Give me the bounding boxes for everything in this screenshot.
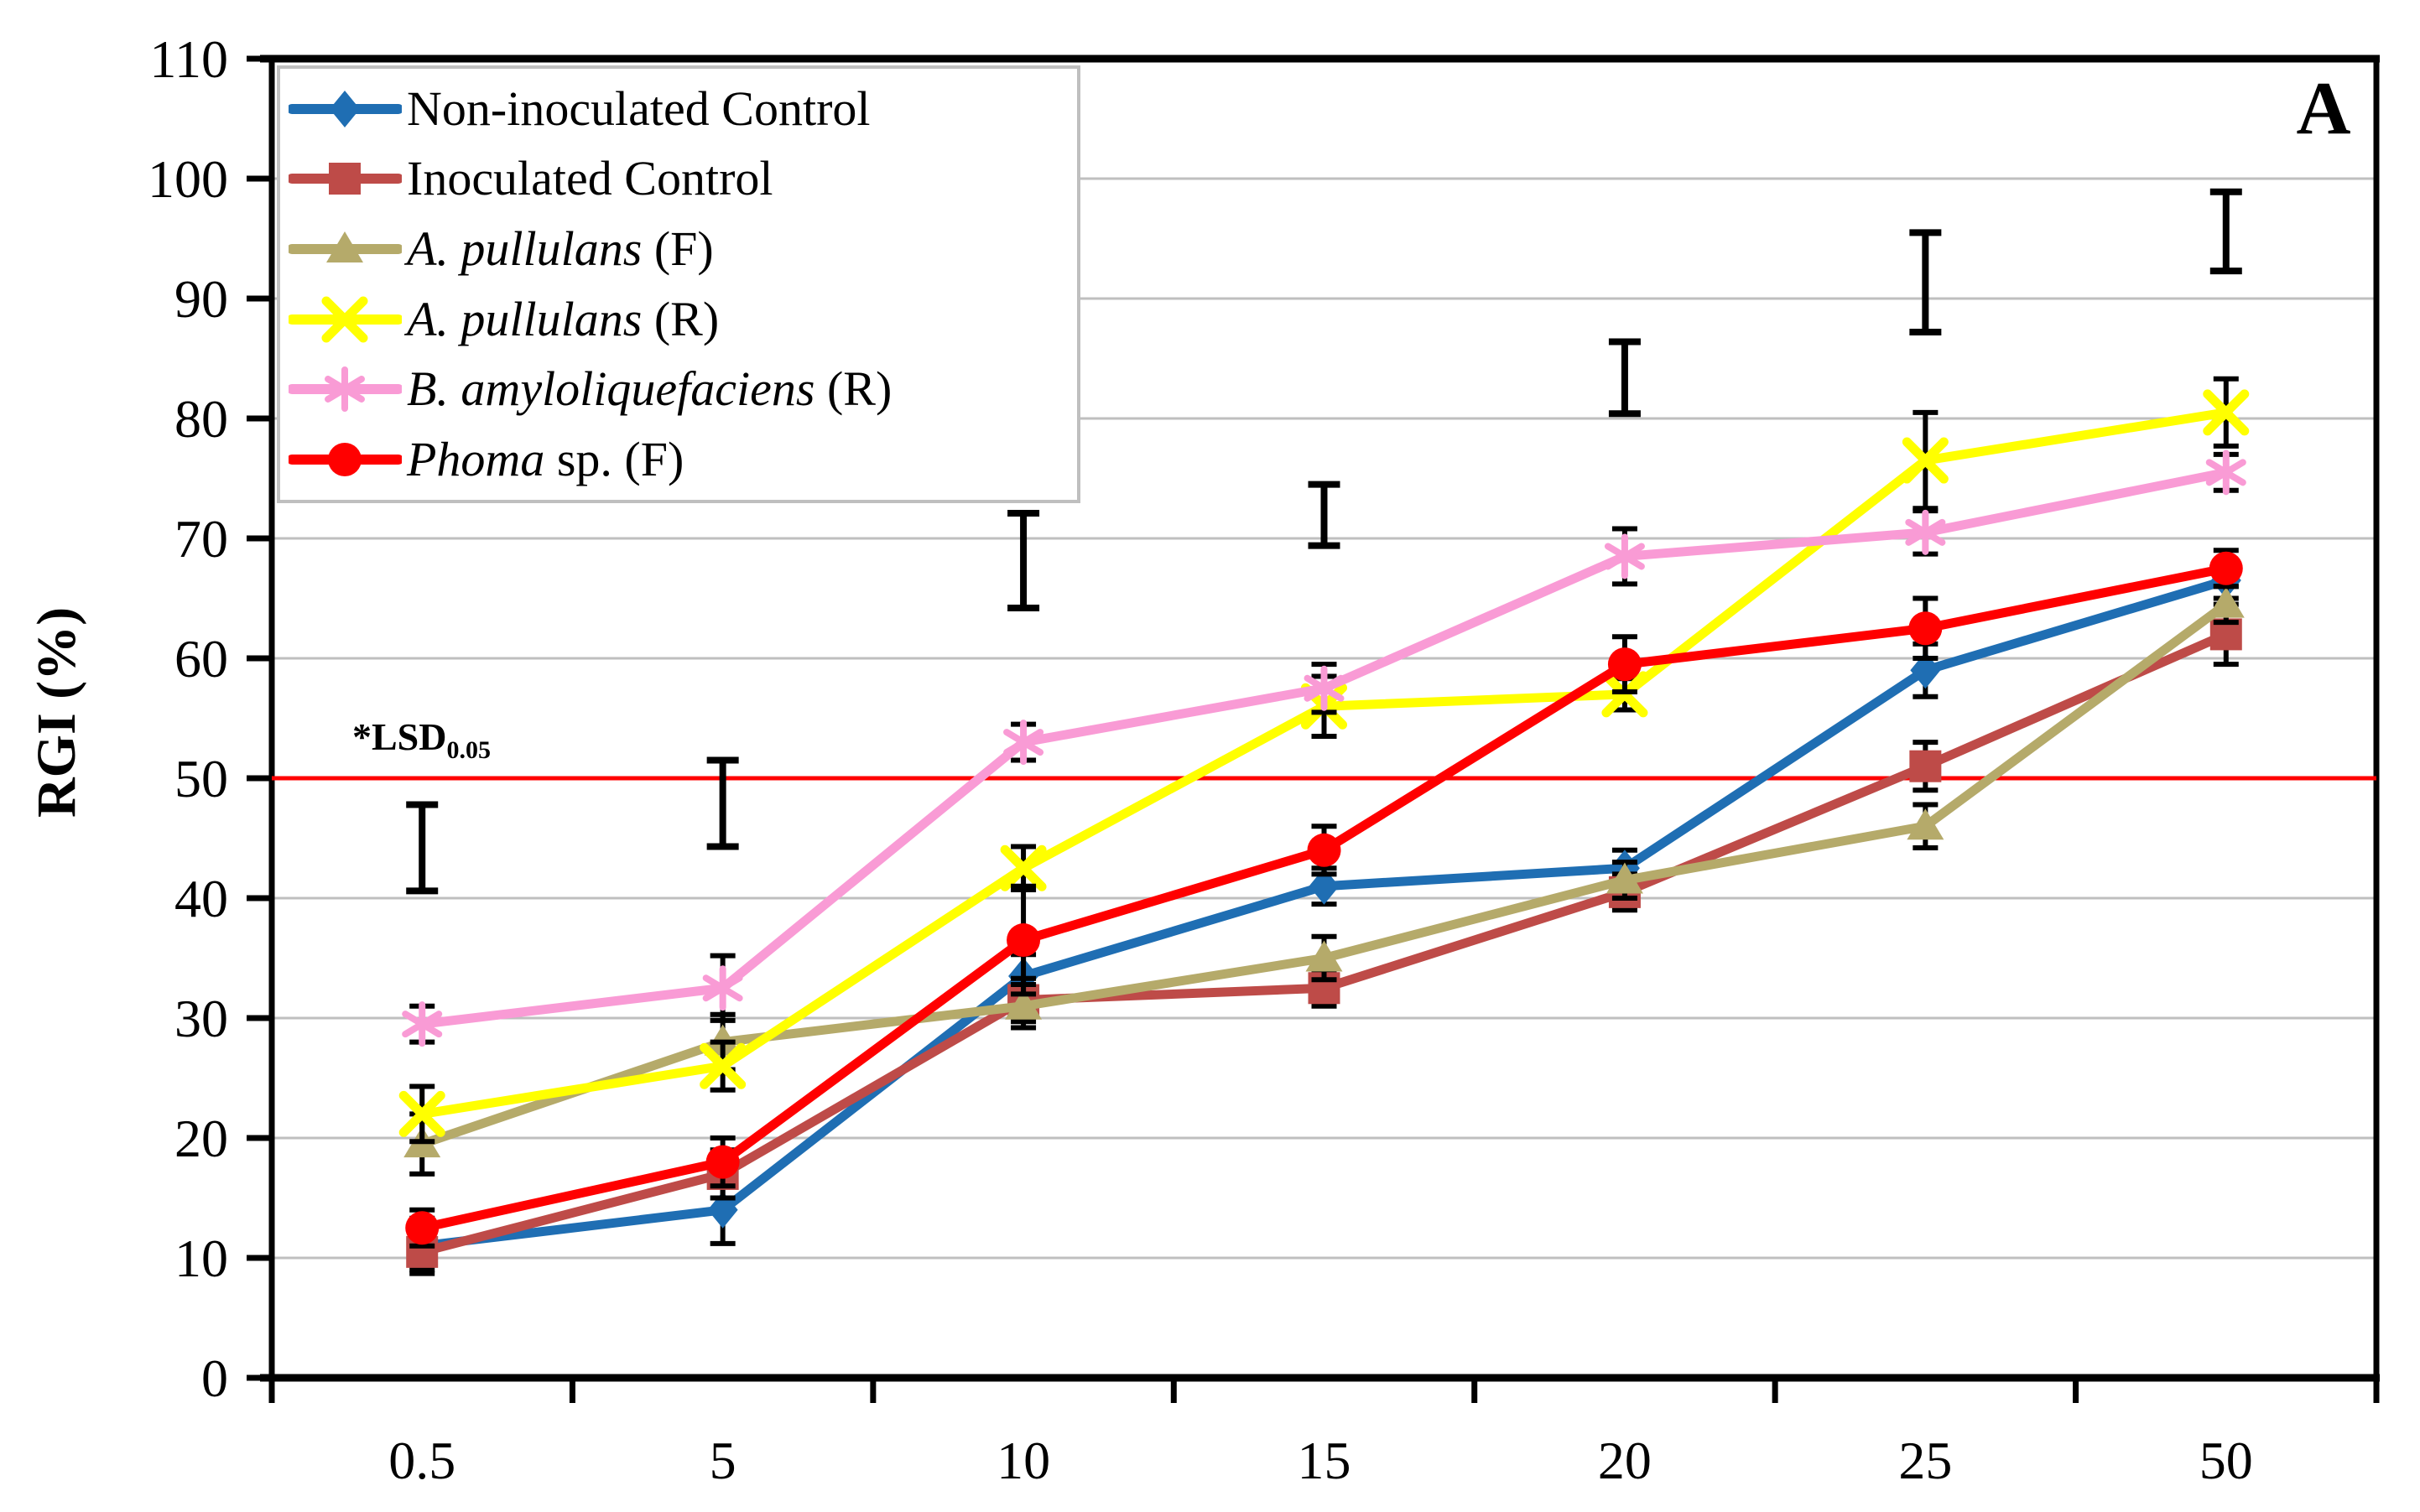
data-point-circle	[1007, 923, 1041, 958]
legend: Non-inoculated Control Inoculated Control…	[277, 65, 1080, 503]
data-point-asterisk	[325, 366, 365, 413]
legend-item-1: Inoculated Control	[289, 145, 1069, 212]
x-tick-label-10: 10	[997, 1431, 1050, 1490]
data-point-triangle	[326, 231, 363, 263]
legend-label-4: B. amyloliquefaciens (R)	[407, 361, 893, 417]
x-tick-label-0.5: 0.5	[388, 1431, 455, 1490]
data-point-x	[321, 296, 368, 343]
lsd-annotation: *LSD0.05	[352, 714, 491, 765]
lsd-annotation-subscript: 0.05	[446, 736, 491, 765]
data-point-asterisk	[1604, 533, 1645, 579]
y-tick-label-30: 30	[174, 989, 228, 1048]
legend-label-5: Phoma sp. (F)	[407, 432, 684, 487]
y-tick-label-10: 10	[174, 1229, 228, 1288]
y-tick-label-100: 100	[148, 149, 228, 209]
legend-marker-asterisk-icon	[289, 366, 402, 413]
data-point-triangle	[2207, 586, 2245, 618]
data-point-triangle	[1606, 862, 1643, 894]
y-tick-label-40: 40	[174, 869, 228, 928]
legend-item-3: A. pullulans (R)	[289, 286, 1069, 353]
legend-item-0: Non-inoculated Control	[289, 75, 1069, 143]
legend-marker-diamond-icon	[289, 90, 402, 127]
data-point-asterisk	[1003, 720, 1044, 766]
data-point-asterisk	[2205, 449, 2246, 496]
y-tick-label-50: 50	[174, 749, 228, 808]
data-point-diamond	[1910, 652, 1941, 689]
y-tick-label-80: 80	[174, 389, 228, 449]
data-point-asterisk	[1304, 665, 1345, 711]
data-point-circle	[328, 443, 362, 477]
legend-item-5: Phoma sp. (F)	[289, 426, 1069, 493]
data-point-asterisk	[702, 965, 743, 1011]
y-tick-label-0: 0	[201, 1348, 228, 1408]
legend-label-1: Inoculated Control	[407, 151, 773, 206]
data-point-circle	[2209, 551, 2243, 585]
data-point-triangle	[1305, 940, 1343, 972]
data-point-triangle	[1907, 808, 1944, 840]
x-tick-label-25: 25	[1898, 1431, 1952, 1490]
y-tick-label-60: 60	[174, 629, 228, 688]
data-point-x	[1902, 437, 1949, 484]
data-point-asterisk	[402, 1001, 443, 1047]
y-tick-label-70: 70	[174, 509, 228, 569]
data-point-square	[329, 163, 361, 195]
legend-marker-square-icon	[289, 163, 402, 195]
legend-item-2: A. pullulans (F)	[289, 216, 1069, 283]
data-point-diamond	[330, 90, 360, 127]
data-point-circle	[1908, 611, 1943, 646]
legend-marker-x-icon	[289, 296, 402, 343]
data-point-diamond	[707, 1191, 738, 1229]
x-tick-label-15: 15	[1298, 1431, 1351, 1490]
data-point-x	[1000, 844, 1047, 891]
data-point-triangle	[1005, 988, 1043, 1020]
data-point-x	[700, 1042, 747, 1089]
data-point-circle	[705, 1145, 740, 1179]
legend-marker-circle-icon	[289, 443, 402, 477]
y-tick-label-20: 20	[174, 1109, 228, 1168]
y-tick-label-110: 110	[149, 29, 228, 89]
legend-marker-triangle-icon	[289, 231, 402, 263]
y-tick-label-90: 90	[174, 269, 228, 329]
data-point-x	[398, 1090, 445, 1137]
lsd-annotation-text: *LSD	[352, 715, 447, 758]
y-axis-title: RGI (%)	[26, 606, 87, 818]
data-point-circle	[1307, 833, 1341, 867]
x-tick-label-50: 50	[2199, 1431, 2253, 1490]
data-point-asterisk	[1905, 509, 1946, 555]
data-point-diamond	[1309, 867, 1340, 905]
data-point-x	[2203, 389, 2250, 436]
data-point-circle	[405, 1211, 440, 1245]
legend-item-4: B. amyloliquefaciens (R)	[289, 356, 1069, 423]
legend-label-3: A. pullulans (R)	[407, 291, 720, 346]
data-point-square	[1909, 750, 1942, 782]
legend-label-0: Non-inoculated Control	[407, 81, 871, 136]
x-tick-label-5: 5	[710, 1431, 736, 1490]
legend-label-2: A. pullulans (F)	[407, 221, 714, 277]
x-tick-label-20: 20	[1598, 1431, 1652, 1490]
data-point-circle	[1607, 647, 1642, 682]
panel-label: A	[2296, 67, 2351, 150]
